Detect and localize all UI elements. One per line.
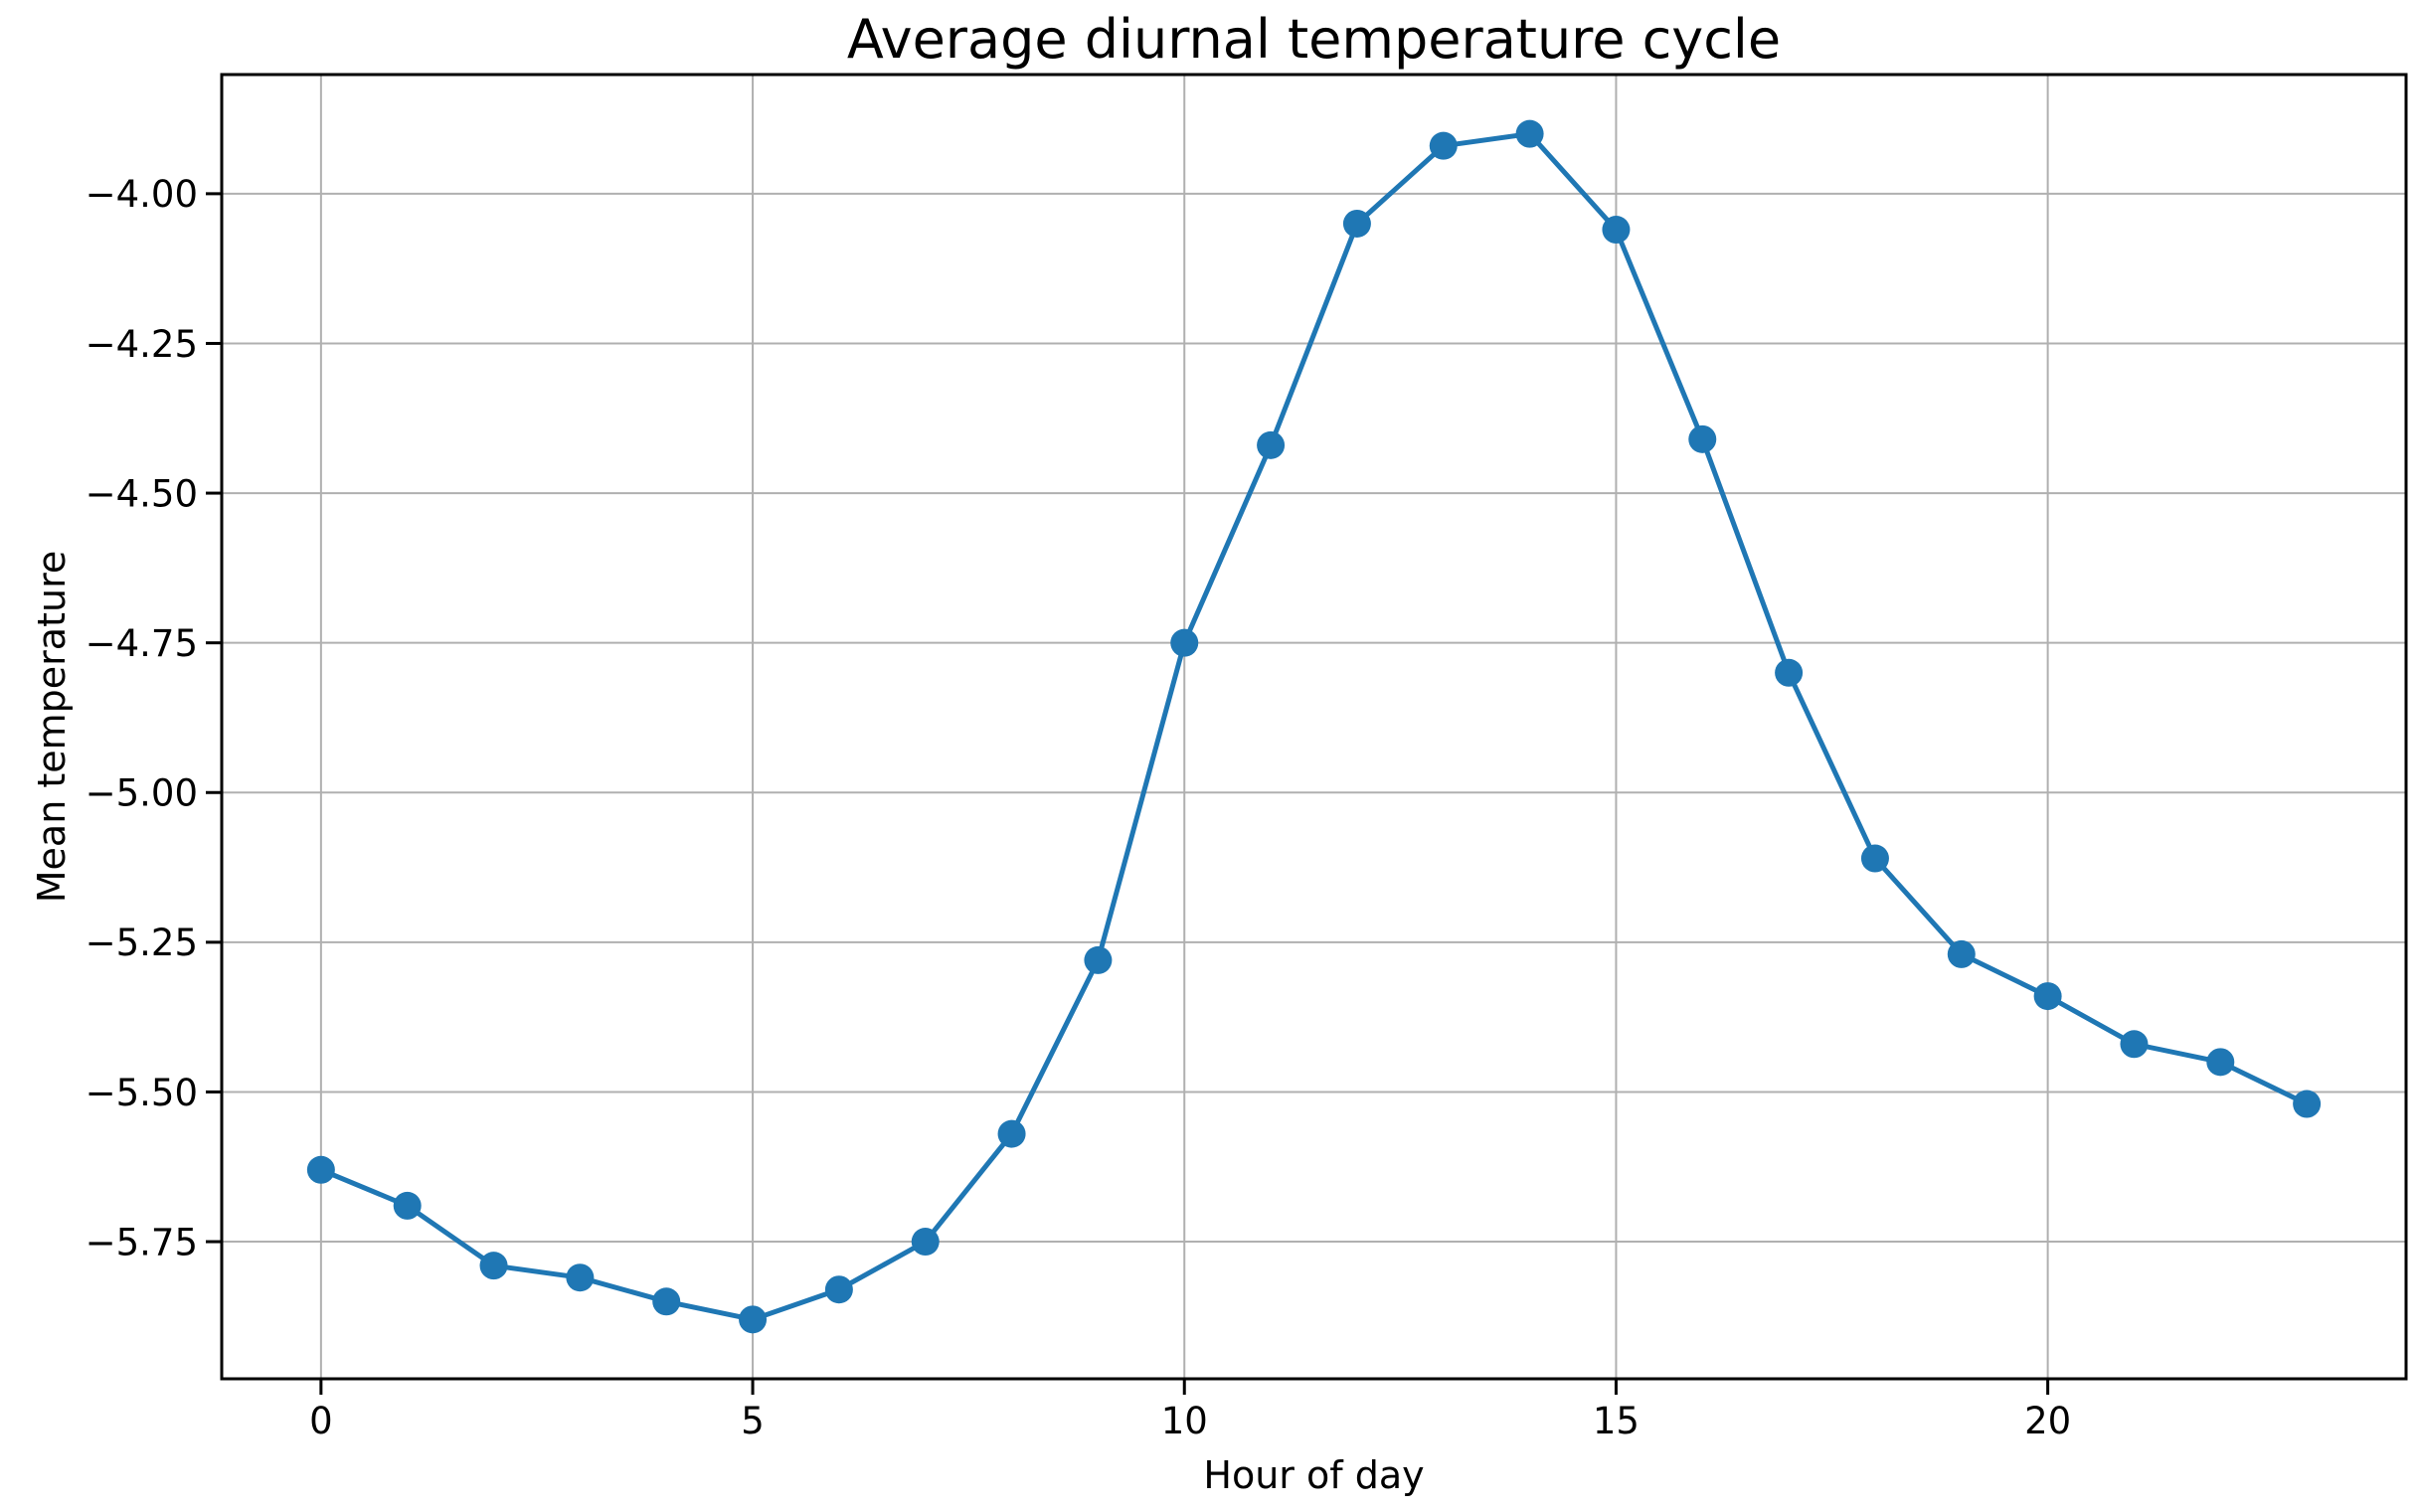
y-tick-label: −4.75 [86, 622, 198, 665]
data-point [2293, 1090, 2322, 1118]
data-point [2120, 1030, 2149, 1059]
y-tick-label: −5.50 [86, 1072, 198, 1114]
data-point [1084, 945, 1113, 974]
data-point [911, 1228, 940, 1257]
y-tick-label: −4.00 [86, 173, 198, 216]
data-point [1342, 209, 1371, 238]
axis-ticks [206, 192, 2050, 1395]
x-axis-label: Hour of day [1203, 1453, 1425, 1497]
y-tick-label: −4.50 [86, 472, 198, 515]
data-point [997, 1119, 1026, 1148]
y-tick-label: −5.25 [86, 922, 198, 964]
data-point [2206, 1048, 2235, 1077]
y-tick-label: −5.75 [86, 1221, 198, 1263]
data-point [1688, 424, 1717, 453]
data-point [393, 1191, 422, 1220]
data-point [824, 1275, 853, 1304]
data-point [566, 1263, 595, 1292]
y-tick-label: −4.25 [86, 323, 198, 366]
data-line [318, 131, 2310, 1322]
data-point [1602, 216, 1631, 245]
x-tick-label: 5 [741, 1400, 765, 1442]
data-point [1170, 628, 1199, 657]
grid-lines [222, 75, 2406, 1379]
data-point [2033, 982, 2062, 1011]
data-point [1775, 658, 1804, 687]
axis-tick-labels: 0 5 10 15 20 −4.00 −4.25 −4.50 −4.75 −5.00 −5.25 −5… [86, 173, 2072, 1442]
x-tick-label: 20 [2024, 1400, 2071, 1442]
chart-title: Average diurnal temperature cycle [846, 8, 1782, 71]
data-point [1860, 844, 1889, 873]
x-tick-label: 0 [309, 1400, 333, 1442]
data-point [1947, 939, 1976, 968]
data-point [652, 1287, 681, 1316]
data-point [739, 1305, 768, 1334]
axes-spines [220, 73, 2408, 1381]
data-point [1257, 430, 1286, 459]
data-point [306, 1155, 335, 1184]
data-point [479, 1252, 508, 1280]
data-markers [306, 119, 2322, 1334]
y-tick-label: −5.00 [86, 772, 198, 815]
x-tick-label: 10 [1161, 1400, 1208, 1442]
data-point [1515, 119, 1544, 148]
x-tick-label: 15 [1593, 1400, 1640, 1442]
data-point [1429, 131, 1458, 160]
